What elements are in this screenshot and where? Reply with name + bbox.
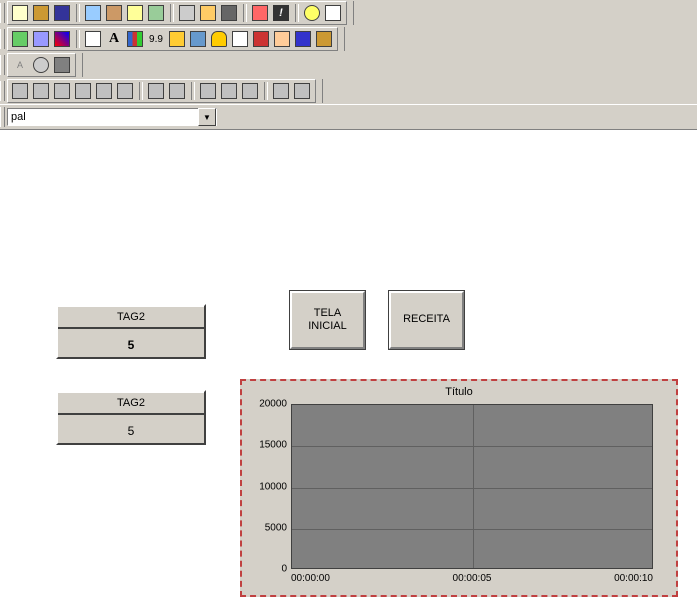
align-left-icon[interactable] bbox=[10, 81, 30, 101]
database-icon[interactable] bbox=[125, 3, 145, 23]
chart-xtick: 00:00:00 bbox=[291, 573, 330, 584]
same-h-icon[interactable] bbox=[219, 81, 239, 101]
color-icon[interactable] bbox=[52, 29, 72, 49]
nn-icon[interactable]: 9.9 bbox=[146, 29, 166, 49]
palette-icon[interactable] bbox=[314, 29, 334, 49]
form-icon[interactable] bbox=[198, 3, 218, 23]
chart-ytick: 15000 bbox=[251, 440, 287, 451]
video-icon[interactable] bbox=[293, 29, 313, 49]
cursor-icon[interactable] bbox=[323, 3, 343, 23]
pointer-icon[interactable] bbox=[83, 29, 103, 49]
bars-icon[interactable] bbox=[125, 29, 145, 49]
tag-display-1[interactable]: TAG25 bbox=[56, 304, 206, 359]
toolbar-row-3: A bbox=[0, 52, 697, 78]
chart-ytick: 5000 bbox=[251, 522, 287, 533]
chart-icon[interactable] bbox=[250, 3, 270, 23]
save-icon[interactable] bbox=[52, 3, 72, 23]
tag-display-label: TAG2 bbox=[58, 392, 204, 415]
chart-xtick: 00:00:05 bbox=[453, 573, 492, 584]
screen-button-label: TELA INICIAL bbox=[308, 307, 347, 333]
chart-ytick: 20000 bbox=[251, 399, 287, 410]
refresh-icon[interactable] bbox=[31, 55, 51, 75]
ungroup-icon[interactable] bbox=[292, 81, 312, 101]
props-icon[interactable] bbox=[177, 3, 197, 23]
toolbar-row-1: ! bbox=[0, 0, 697, 26]
run-icon[interactable]: ! bbox=[271, 3, 291, 23]
copy-icon[interactable] bbox=[83, 3, 103, 23]
screen-button-label: RECEITA bbox=[403, 313, 450, 326]
grid-icon[interactable] bbox=[167, 29, 187, 49]
tag-icon[interactable] bbox=[10, 29, 30, 49]
trend-chart[interactable]: Título 0 5000 10000 15000 20000 00:00:00 00:00:… bbox=[240, 379, 678, 597]
same-w-icon[interactable] bbox=[198, 81, 218, 101]
text-small-icon[interactable]: A bbox=[10, 55, 30, 75]
design-canvas[interactable]: TAG25TAG25TELA INICIALRECEITATítulo05000… bbox=[0, 130, 697, 610]
tree-icon[interactable] bbox=[146, 3, 166, 23]
camera-icon[interactable] bbox=[219, 3, 239, 23]
tag-display-value: 5 bbox=[58, 329, 204, 360]
chart-xtick: 00:00:10 bbox=[614, 573, 653, 584]
screen-combo-value: pal bbox=[11, 111, 26, 123]
chart-plot-area bbox=[291, 404, 653, 569]
align-top-icon[interactable] bbox=[73, 81, 93, 101]
chart-ytick: 0 bbox=[251, 564, 287, 575]
rect-icon[interactable] bbox=[52, 55, 72, 75]
screen-button-tela-inicial[interactable]: TELA INICIAL bbox=[289, 290, 366, 350]
toolbar-row-combo: pal ▼ bbox=[0, 104, 697, 129]
align-right-icon[interactable] bbox=[52, 81, 72, 101]
info-icon[interactable] bbox=[302, 3, 322, 23]
dist-h-icon[interactable] bbox=[146, 81, 166, 101]
scene-icon[interactable] bbox=[272, 29, 292, 49]
dist-v-icon[interactable] bbox=[167, 81, 187, 101]
screen-button-receita[interactable]: RECEITA bbox=[388, 290, 465, 350]
link-icon[interactable] bbox=[31, 29, 51, 49]
align-center-icon[interactable] bbox=[31, 81, 51, 101]
toolbar-row-2: A 9.9 bbox=[0, 26, 697, 52]
align-bottom-icon[interactable] bbox=[115, 81, 135, 101]
open-icon[interactable] bbox=[31, 3, 51, 23]
tag-display-value: 5 bbox=[58, 415, 204, 446]
toolbar-zone: ! A 9.9 bbox=[0, 0, 697, 130]
chart-ytick: 10000 bbox=[251, 481, 287, 492]
align-middle-icon[interactable] bbox=[94, 81, 114, 101]
new-icon[interactable] bbox=[10, 3, 30, 23]
same-size-icon[interactable] bbox=[240, 81, 260, 101]
tag-display-2[interactable]: TAG25 bbox=[56, 390, 206, 445]
screen-combo[interactable]: pal ▼ bbox=[7, 108, 217, 126]
align-icon[interactable] bbox=[188, 29, 208, 49]
bell-icon[interactable] bbox=[209, 29, 229, 49]
paste-icon[interactable] bbox=[104, 3, 124, 23]
tag-display-label: TAG2 bbox=[58, 306, 204, 329]
play-icon[interactable] bbox=[251, 29, 271, 49]
toolbar-row-4 bbox=[0, 78, 697, 104]
group-icon[interactable] bbox=[271, 81, 291, 101]
chart-title: Título bbox=[245, 384, 673, 400]
text-a-icon[interactable]: A bbox=[104, 29, 124, 49]
chevron-down-icon[interactable]: ▼ bbox=[198, 108, 216, 126]
table-icon[interactable] bbox=[230, 29, 250, 49]
